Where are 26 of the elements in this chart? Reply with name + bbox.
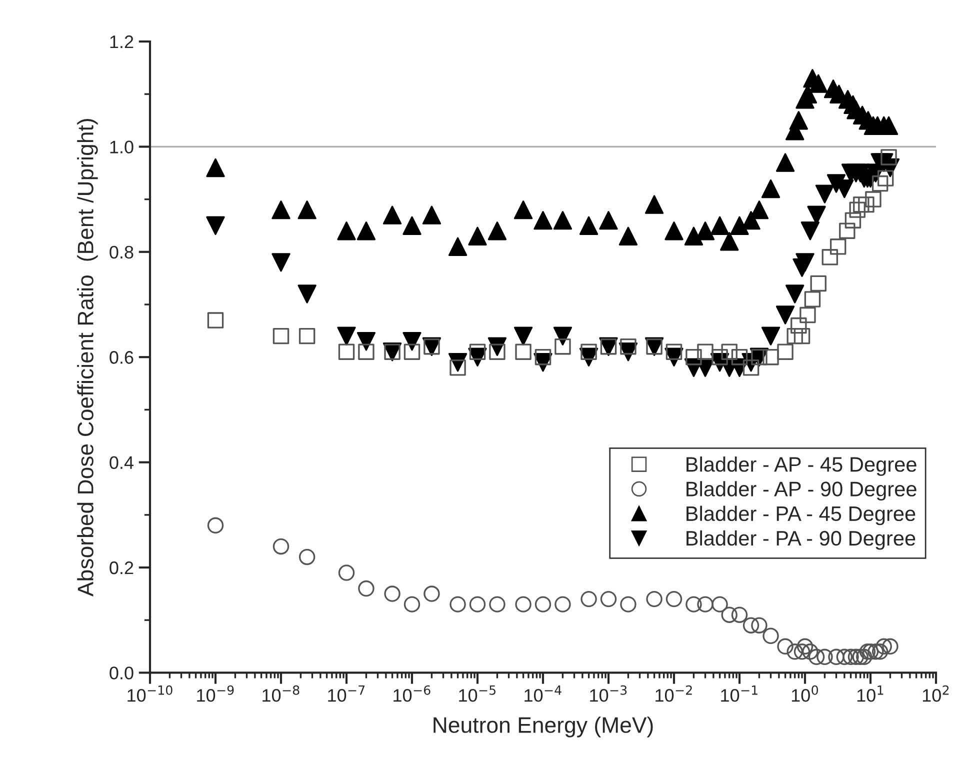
- y-tick-label: 1.2: [110, 35, 134, 48]
- y-tick-label: 0.4: [110, 456, 134, 470]
- y-tick-label: 0.8: [110, 246, 134, 259]
- legend-label: Bladder - PA - 90 Degree: [686, 530, 916, 550]
- legend-label: Bladder - AP - 45 Degree: [686, 456, 916, 476]
- x-tick-label: 10$^{−5}$: [459, 686, 496, 702]
- x-tick-label: 10$^{−9}$: [197, 685, 234, 702]
- x-tick-label: 10$^{−3}$: [590, 685, 627, 702]
- x-tick-label: 10$^{−1}$: [721, 686, 758, 702]
- y-tick-label: 0.0: [110, 666, 134, 680]
- legend-label: Bladder - AP - 90 Degree: [686, 481, 916, 501]
- y-tick-label: 0.2: [110, 561, 134, 574]
- x-tick-label: 10$^{−6}$: [394, 685, 430, 702]
- x-tick-label: 10$^{−7}$: [328, 686, 365, 702]
- y-axis-title: Absorbed Dose Coefficient Ratio (Bent /Upright): [77, 119, 98, 596]
- y-tick-label: 1.0: [110, 140, 134, 154]
- x-axis-title: Neutron Energy (MeV): [434, 716, 653, 738]
- x-tick-label: 10$^{2}$: [922, 685, 949, 702]
- x-tick-label: 10$^{0}$: [792, 685, 818, 702]
- y-tick-label: 0.6: [110, 351, 134, 364]
- x-tick-label: 10$^{−2}$: [656, 685, 692, 702]
- x-tick-label: 10$^{−4}$: [524, 686, 562, 702]
- x-tick-label: 10$^{1}$: [857, 686, 884, 702]
- legend-label: Bladder - PA - 45 Degree: [686, 506, 916, 526]
- x-tick-label: 10$^{−8}$: [262, 685, 300, 702]
- x-tick-label: 10$^{−10}$: [128, 685, 172, 702]
